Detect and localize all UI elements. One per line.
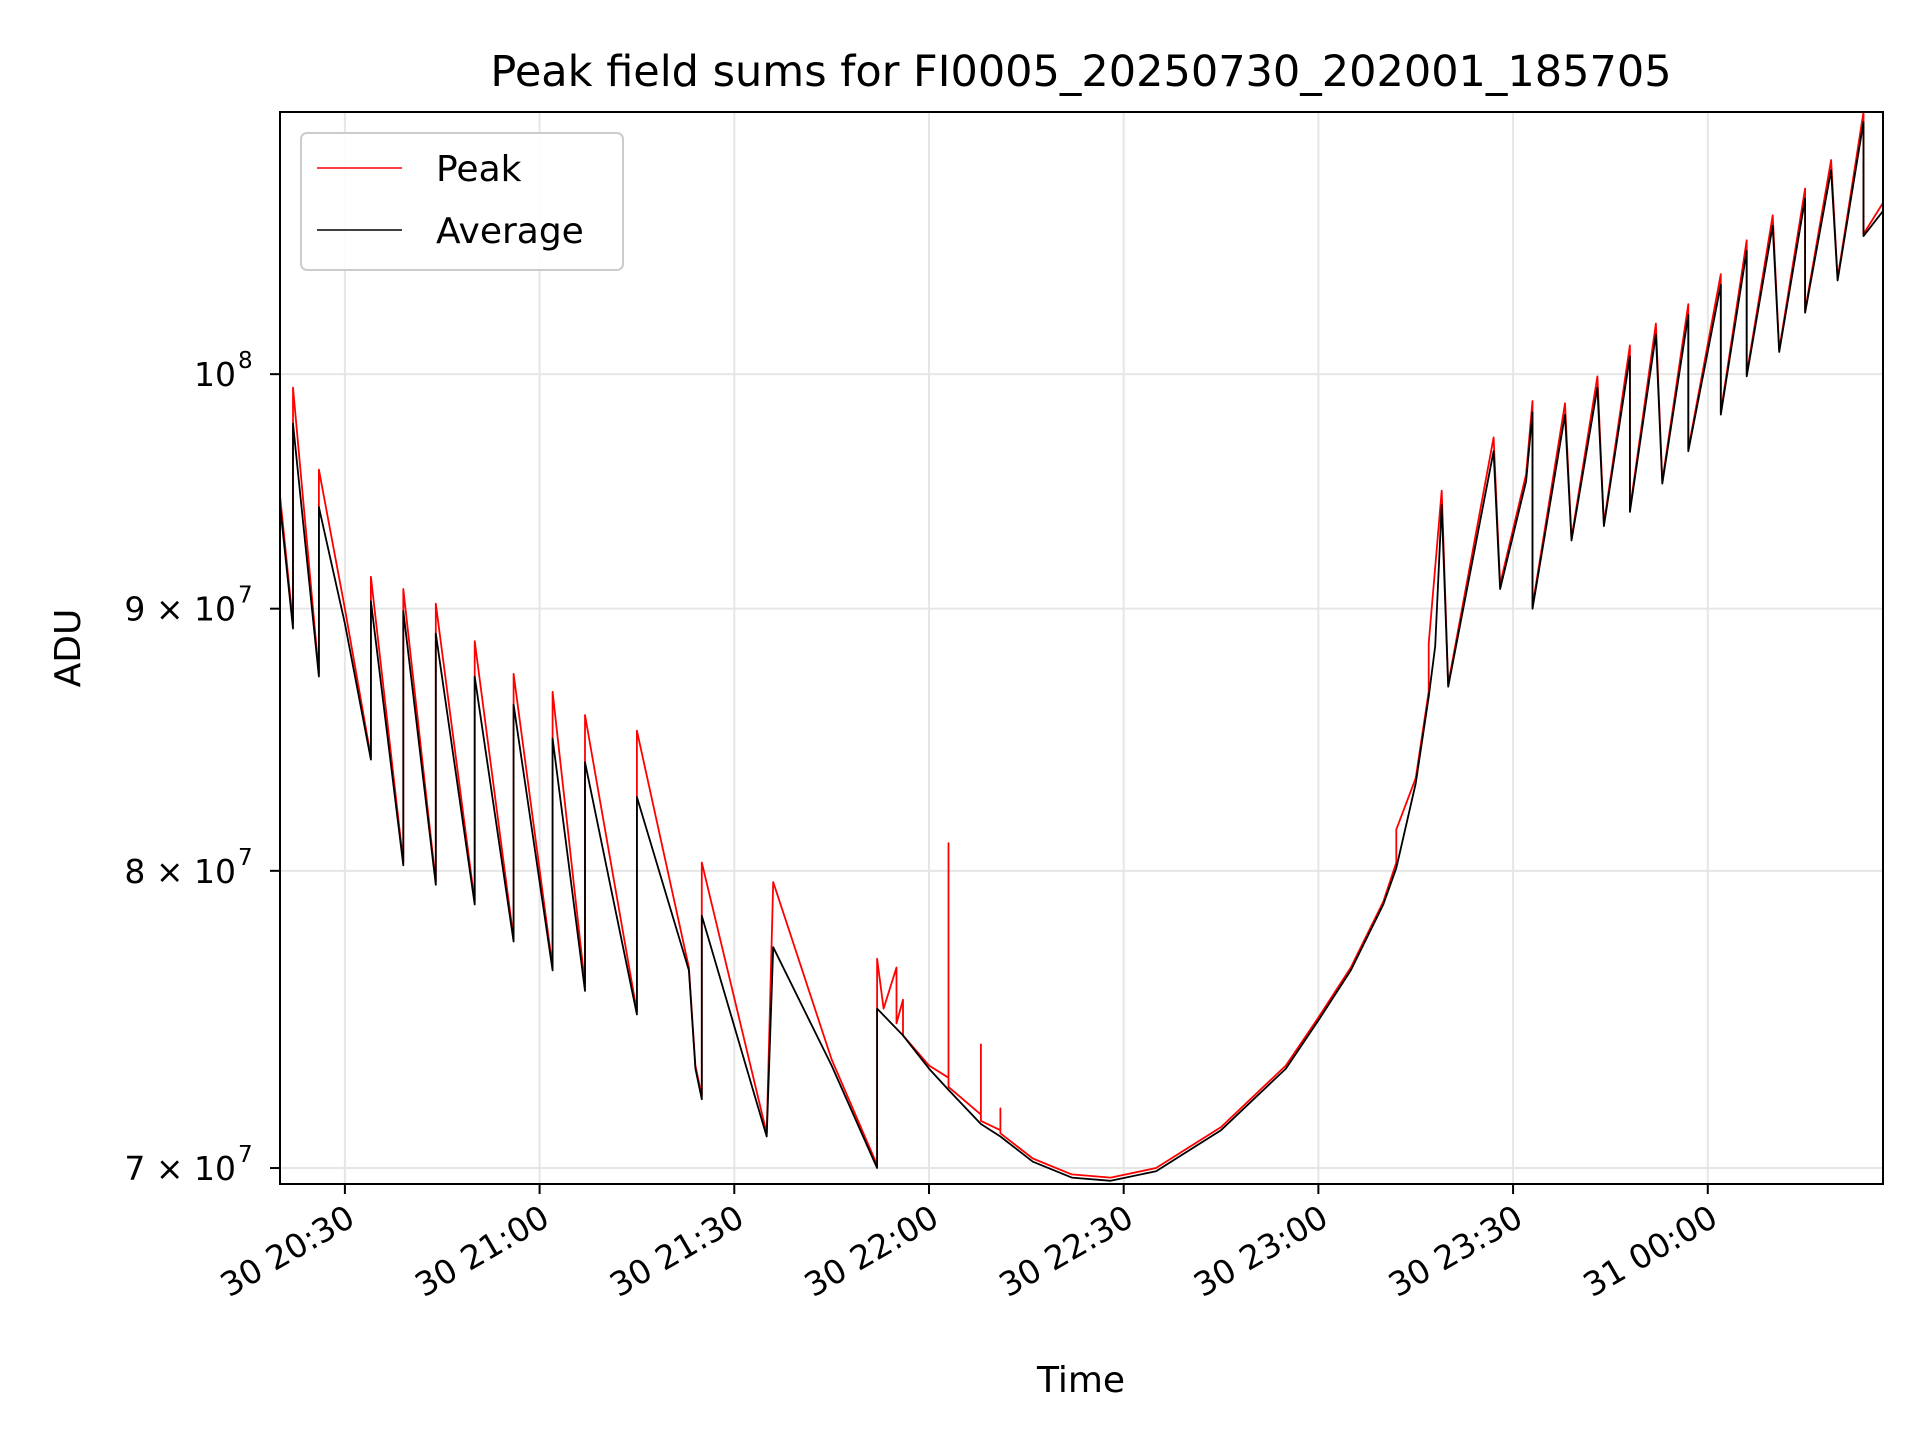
y-tick-label: 7 × 10 [124,1149,236,1188]
legend-label-peak: Peak [436,149,522,190]
grid [280,112,1883,1184]
y-tick-exponent: 7 [238,583,253,609]
chart-title: Peak field sums for FI0005_20250730_2020… [490,47,1671,97]
y-tick-exponent: 7 [238,845,253,871]
x-axis-label: Time [1036,1360,1125,1401]
y-tick-exponent: 7 [238,1142,253,1168]
y-tick-label: 8 × 10 [124,852,236,891]
series-line-average [279,121,1884,1182]
plot-frame [279,111,1884,1185]
y-axis-label: ADU [48,609,89,688]
legend-label-average: Average [436,211,584,252]
y-tick-label: 10 [194,355,236,394]
y-tick-label: 9 × 10 [124,590,236,629]
legend: Peak Average [300,132,624,271]
series-layer [279,111,1884,1182]
y-tick-exponent: 8 [238,348,253,374]
